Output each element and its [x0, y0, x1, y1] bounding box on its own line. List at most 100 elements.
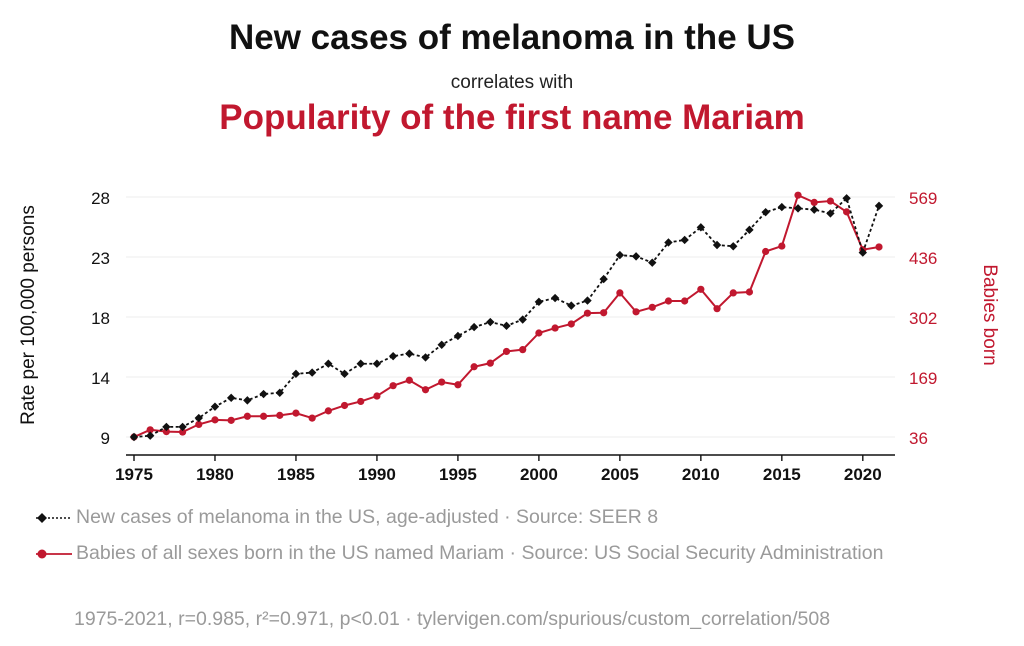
point-mariam: [276, 411, 284, 419]
legend-marker-melanoma: [36, 512, 72, 523]
y-right-axis-title: Babies born: [979, 264, 1000, 365]
point-melanoma: [712, 240, 722, 250]
point-melanoma: [518, 315, 527, 324]
point-melanoma: [178, 422, 187, 432]
x-tick-label: 2010: [682, 465, 720, 484]
x-tick-label: 2005: [601, 465, 639, 484]
legend-label-melanoma: New cases of melanoma in the US, age-adj…: [76, 506, 659, 528]
point-melanoma: [340, 369, 349, 379]
point-mariam: [583, 309, 592, 317]
point-mariam: [211, 416, 219, 424]
point-mariam: [373, 392, 381, 400]
legend-marker-mariam: [36, 549, 72, 559]
point-melanoma: [421, 353, 430, 362]
point-mariam: [324, 407, 332, 415]
point-mariam: [778, 242, 786, 250]
point-mariam: [389, 382, 397, 390]
point-mariam: [664, 297, 673, 305]
point-mariam: [162, 427, 170, 436]
point-melanoma: [567, 301, 576, 310]
point-mariam: [648, 303, 656, 311]
y-left-tick-label: 14: [91, 369, 110, 388]
point-melanoma: [550, 293, 560, 303]
point-melanoma: [194, 413, 203, 423]
point-melanoma: [696, 223, 706, 232]
point-melanoma: [648, 258, 657, 267]
point-melanoma: [534, 297, 544, 307]
point-melanoma: [259, 389, 268, 399]
point-mariam: [600, 309, 608, 317]
y-right-tick-label: 36: [909, 429, 928, 448]
point-melanoma: [631, 252, 641, 261]
point-mariam: [486, 359, 494, 367]
y-left-axis-title: Rate per 100,000 persons: [18, 205, 39, 425]
point-mariam: [826, 197, 835, 205]
point-melanoma: [469, 322, 479, 332]
point-melanoma: [729, 242, 738, 251]
point-mariam: [146, 426, 154, 434]
point-mariam: [551, 324, 559, 332]
point-melanoma: [437, 340, 446, 349]
legend-item-melanoma: New cases of melanoma in the US, age-adj…: [36, 506, 658, 529]
point-mariam: [519, 346, 527, 354]
point-melanoma: [777, 202, 787, 212]
point-mariam: [227, 416, 235, 424]
point-mariam: [454, 381, 462, 389]
x-tick-label: 1990: [358, 465, 396, 484]
axis-layer: 9 14 18 23 28 36 169 302 436 569 1975 1980 1985 1990 1…: [18, 189, 1000, 484]
point-melanoma: [761, 207, 770, 217]
point-mariam: [567, 320, 575, 328]
point-mariam: [632, 308, 640, 316]
y-left-tick-label: 23: [91, 249, 110, 268]
x-tick-label: 1985: [277, 465, 315, 484]
point-melanoma: [388, 351, 398, 361]
y-left-tick-label: 28: [91, 189, 110, 208]
point-melanoma: [486, 317, 495, 327]
y-right-tick-label: 569: [909, 189, 937, 208]
point-melanoma: [842, 194, 851, 203]
point-melanoma: [793, 204, 803, 213]
point-melanoma: [680, 235, 689, 245]
point-melanoma: [226, 393, 236, 403]
point-mariam: [810, 198, 818, 207]
point-melanoma: [291, 369, 301, 379]
point-mariam: [357, 397, 365, 406]
chart-title: New cases of melanoma in the US: [228, 18, 795, 57]
point-mariam: [762, 247, 770, 256]
point-melanoma: [502, 321, 511, 331]
point-mariam: [308, 414, 316, 422]
point-melanoma: [356, 359, 365, 368]
x-tick-label: 1995: [439, 465, 477, 484]
x-tick-label: 2020: [844, 465, 882, 484]
point-mariam: [616, 289, 624, 297]
point-melanoma: [275, 388, 284, 397]
point-melanoma: [129, 432, 139, 442]
y-right-tick-label: 302: [909, 309, 937, 328]
point-melanoma: [599, 274, 608, 284]
point-mariam: [729, 289, 737, 297]
point-melanoma: [858, 248, 868, 257]
legend-item-mariam: Babies of all sexes born in the US named…: [36, 542, 936, 565]
point-melanoma: [810, 205, 819, 214]
x-tick-label: 1975: [115, 465, 153, 484]
point-mariam: [875, 243, 883, 251]
point-mariam: [259, 412, 268, 420]
point-mariam: [405, 376, 413, 384]
point-mariam: [535, 329, 543, 337]
point-mariam: [745, 288, 754, 296]
y-right-tick-label: 169: [909, 369, 937, 388]
point-melanoma: [453, 331, 463, 341]
point-melanoma: [162, 422, 171, 432]
point-mariam: [421, 386, 430, 394]
point-melanoma: [210, 402, 220, 411]
point-melanoma: [615, 250, 625, 260]
x-tick-label: 2015: [763, 465, 801, 484]
grid-layer: [126, 196, 895, 438]
point-mariam: [292, 409, 300, 417]
point-mariam: [470, 363, 478, 371]
point-melanoma: [405, 349, 414, 358]
y-right-tick-label: 436: [909, 249, 937, 268]
point-mariam: [843, 208, 851, 216]
x-tick-label: 1980: [196, 465, 234, 484]
point-mariam: [502, 347, 511, 356]
